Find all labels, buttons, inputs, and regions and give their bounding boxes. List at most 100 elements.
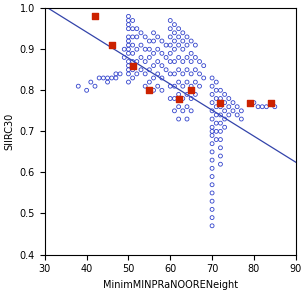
Point bbox=[168, 18, 173, 23]
Point bbox=[226, 104, 231, 109]
Point bbox=[168, 35, 173, 39]
Point bbox=[172, 47, 177, 51]
Point bbox=[109, 76, 114, 80]
Point bbox=[185, 92, 189, 97]
Point bbox=[143, 59, 147, 64]
Y-axis label: SIIRC30: SIIRC30 bbox=[4, 113, 14, 150]
Point bbox=[210, 182, 215, 187]
Point bbox=[164, 55, 169, 60]
Point bbox=[126, 26, 131, 31]
Point bbox=[222, 117, 227, 121]
Point bbox=[118, 71, 122, 76]
Point bbox=[143, 71, 147, 76]
Point bbox=[193, 92, 198, 97]
Point bbox=[264, 104, 269, 109]
Point bbox=[210, 199, 215, 203]
Point bbox=[84, 88, 89, 93]
Point bbox=[122, 55, 127, 60]
Point bbox=[218, 129, 223, 134]
Point bbox=[180, 47, 185, 51]
Point bbox=[210, 166, 215, 171]
Point bbox=[130, 18, 135, 23]
Point bbox=[151, 39, 156, 44]
Point bbox=[126, 67, 131, 72]
Point bbox=[222, 125, 227, 130]
Point bbox=[268, 100, 273, 105]
Point bbox=[180, 39, 185, 44]
Point bbox=[256, 104, 260, 109]
Point bbox=[210, 108, 215, 113]
Point bbox=[218, 88, 223, 93]
Point bbox=[151, 88, 156, 93]
Point bbox=[130, 67, 135, 72]
Point bbox=[151, 51, 156, 56]
Point bbox=[139, 67, 144, 72]
Point bbox=[210, 100, 215, 105]
Point bbox=[180, 71, 185, 76]
Point bbox=[172, 84, 177, 88]
Point bbox=[130, 59, 135, 64]
Point bbox=[210, 150, 215, 154]
Point bbox=[185, 67, 189, 72]
Point bbox=[168, 84, 173, 88]
Point bbox=[218, 146, 223, 150]
Point bbox=[176, 67, 181, 72]
Point bbox=[214, 88, 219, 93]
Point bbox=[143, 35, 147, 39]
Point bbox=[222, 92, 227, 97]
Point bbox=[147, 39, 152, 44]
Point bbox=[185, 117, 189, 121]
Point bbox=[155, 59, 160, 64]
Point bbox=[168, 51, 173, 56]
Point bbox=[172, 22, 177, 27]
X-axis label: MinimMINPRaNOORENeight: MinimMINPRaNOORENeight bbox=[103, 280, 238, 290]
Point bbox=[214, 113, 219, 117]
Point bbox=[76, 84, 81, 88]
Point bbox=[159, 39, 164, 44]
Point bbox=[114, 76, 118, 80]
Point bbox=[176, 104, 181, 109]
Point bbox=[126, 51, 131, 56]
Point bbox=[151, 76, 156, 80]
Point bbox=[143, 84, 147, 88]
Point bbox=[189, 51, 194, 56]
Point bbox=[172, 39, 177, 44]
Point bbox=[268, 100, 273, 105]
Point bbox=[218, 96, 223, 101]
Point bbox=[130, 26, 135, 31]
Point bbox=[126, 47, 131, 51]
Point bbox=[197, 59, 202, 64]
Point bbox=[130, 43, 135, 47]
Point bbox=[147, 47, 152, 51]
Point bbox=[185, 43, 189, 47]
Point bbox=[185, 35, 189, 39]
Point bbox=[105, 80, 110, 84]
Point bbox=[210, 223, 215, 228]
Point bbox=[214, 129, 219, 134]
Point bbox=[122, 47, 127, 51]
Point bbox=[210, 125, 215, 130]
Point bbox=[176, 55, 181, 60]
Point bbox=[130, 76, 135, 80]
Point bbox=[159, 88, 164, 93]
Point bbox=[235, 104, 240, 109]
Point bbox=[105, 76, 110, 80]
Point bbox=[260, 104, 265, 109]
Point bbox=[226, 96, 231, 101]
Point bbox=[130, 63, 135, 68]
Point bbox=[222, 100, 227, 105]
Point bbox=[189, 96, 194, 101]
Point bbox=[210, 129, 215, 134]
Point bbox=[210, 84, 215, 88]
Point bbox=[193, 55, 198, 60]
Point bbox=[134, 47, 139, 51]
Point bbox=[126, 22, 131, 27]
Point bbox=[159, 51, 164, 56]
Point bbox=[147, 80, 152, 84]
Point bbox=[214, 96, 219, 101]
Point bbox=[180, 59, 185, 64]
Point bbox=[143, 47, 147, 51]
Point bbox=[226, 113, 231, 117]
Point bbox=[147, 55, 152, 60]
Point bbox=[210, 207, 215, 212]
